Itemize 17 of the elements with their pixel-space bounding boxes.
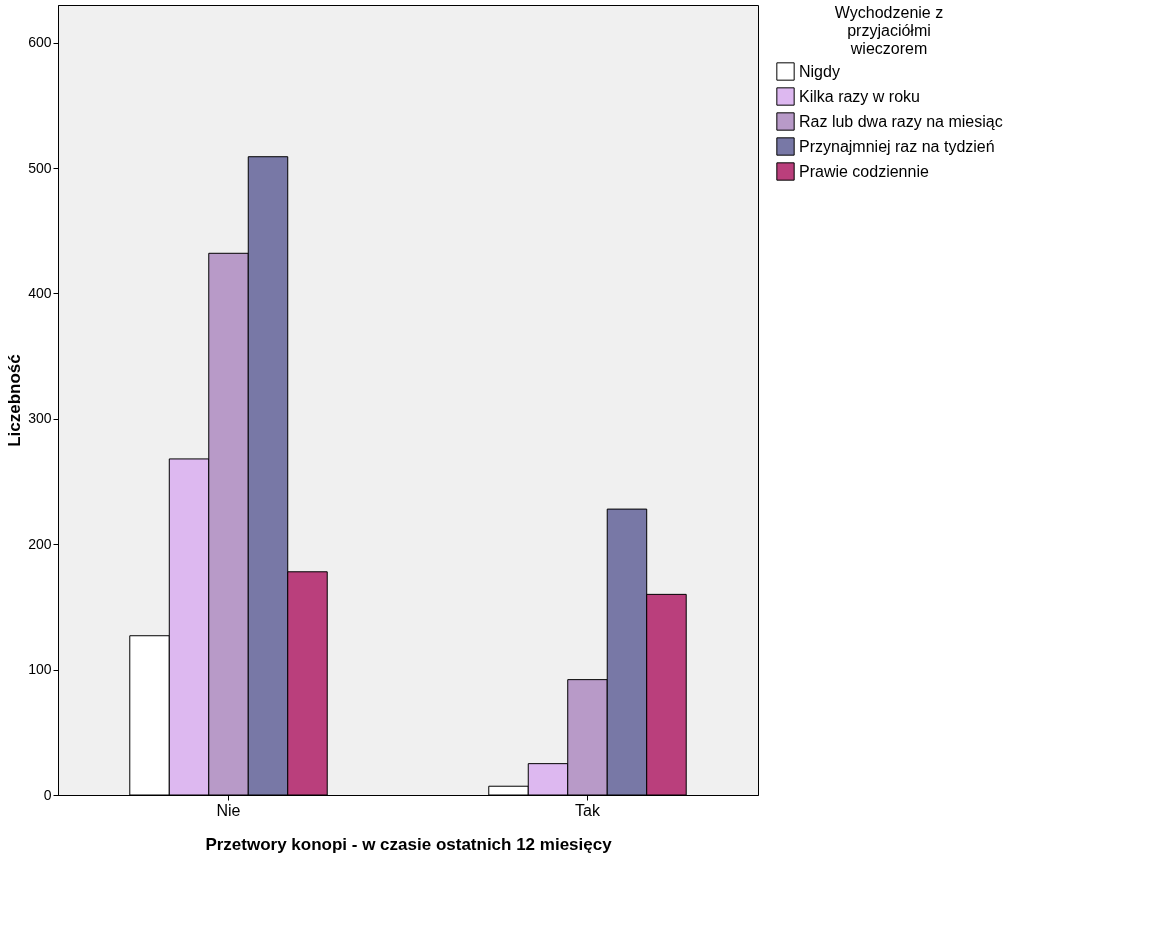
- legend-label: Prawie codziennie: [799, 162, 929, 180]
- legend-label: Raz lub dwa razy na miesiąc: [799, 112, 1003, 130]
- y-tick-label: 500: [28, 159, 52, 176]
- y-tick-label: 100: [28, 661, 52, 678]
- y-tick-label: 300: [28, 410, 52, 427]
- y-tick-label: 200: [28, 535, 52, 552]
- x-tick-label: Tak: [575, 801, 601, 819]
- y-tick-label: 0: [43, 786, 52, 803]
- legend-label: Kilka razy w roku: [799, 87, 920, 105]
- x-axis-title: Przetwory konopi - w czasie ostatnich 12 miesięcy: [205, 834, 613, 854]
- y-tick-label: 600: [28, 34, 52, 51]
- legend-label: Nigdy: [799, 62, 840, 80]
- y-tick-label: 400: [28, 284, 52, 301]
- x-tick-label: Nie: [216, 801, 241, 819]
- y-axis-title: Liczebność: [5, 354, 25, 447]
- legend-label: Przynajmniej raz na tydzień: [799, 137, 995, 155]
- legend-title: Wychodzenie z przyjaciółmi wieczorem: [834, 4, 944, 57]
